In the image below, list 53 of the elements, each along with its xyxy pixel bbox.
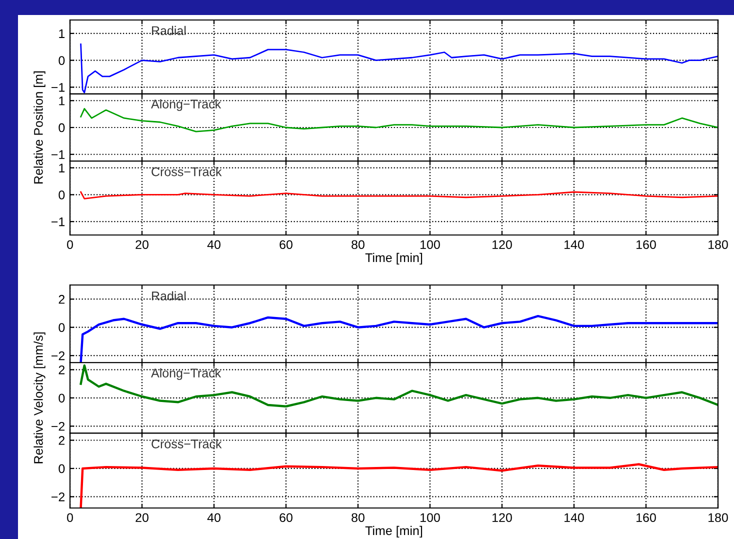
x-tick-label: 140 [564, 513, 584, 522]
x-tick-label: 120 [492, 240, 512, 250]
y-tick-label: −2 [52, 351, 65, 360]
annotation: Radial [152, 291, 186, 300]
line-series [80, 364, 718, 408]
x-tick-label: 160 [636, 513, 656, 522]
y-tick-label: −2 [52, 492, 65, 502]
line-series [80, 191, 718, 200]
x-tick-label: 180 [708, 513, 728, 522]
y-tick-label: −1 [52, 83, 65, 92]
y-tick-label: −2 [52, 422, 65, 431]
x-tick-label: 120 [492, 513, 512, 522]
line-series [80, 43, 718, 94]
y-tick-label: 2 [58, 365, 65, 374]
y-tick-label: 2 [58, 436, 65, 445]
x-tick-label: 40 [207, 513, 220, 522]
y-tick-label: −1 [52, 217, 65, 226]
y-axis-title: Relative Position [m] [34, 71, 46, 184]
y-tick-label: 0 [58, 190, 65, 200]
annotation: Along−Track [151, 99, 222, 111]
line-series [80, 314, 718, 363]
y-tick-label: 1 [59, 96, 65, 106]
x-tick-label: 0 [67, 513, 73, 522]
x-tick-label: 20 [136, 240, 148, 250]
x-tick-label: 60 [280, 240, 292, 250]
x-tick-label: 20 [136, 513, 148, 522]
x-tick-label: 80 [352, 513, 364, 522]
y-tick-label: −1 [52, 150, 65, 159]
y-tick-label: 0 [58, 323, 65, 332]
x-tick-label: 160 [636, 240, 656, 250]
annotation: Along−Track [151, 368, 222, 380]
x-tick-label: 100 [420, 513, 440, 522]
y-tick-label: 1 [59, 164, 65, 172]
annotation: Cross−Track [152, 167, 222, 176]
x-tick-label: 40 [207, 240, 220, 250]
annotation: Cross−Track [152, 439, 222, 448]
y-tick-label: 0 [58, 56, 65, 65]
y-tick-label: 0 [58, 464, 65, 474]
x-tick-label: 140 [564, 240, 584, 250]
x-axis-title: Time [min] [365, 252, 422, 265]
x-tick-label: 60 [280, 513, 292, 522]
x-tick-label: 100 [420, 240, 440, 250]
x-tick-label: 0 [67, 240, 73, 250]
x-tick-label: 80 [352, 240, 364, 250]
y-tick-label: 2 [58, 294, 65, 304]
y-axis-title: Relative Velocity [mm/s] [34, 332, 46, 464]
x-axis-title: Time [min] [365, 526, 422, 538]
y-tick-label: 1 [59, 29, 65, 38]
line-series [80, 463, 718, 508]
annotation: Radial [152, 26, 186, 36]
x-tick-label: 180 [708, 240, 728, 250]
y-tick-label: 0 [58, 394, 65, 403]
y-tick-label: 0 [58, 123, 65, 132]
